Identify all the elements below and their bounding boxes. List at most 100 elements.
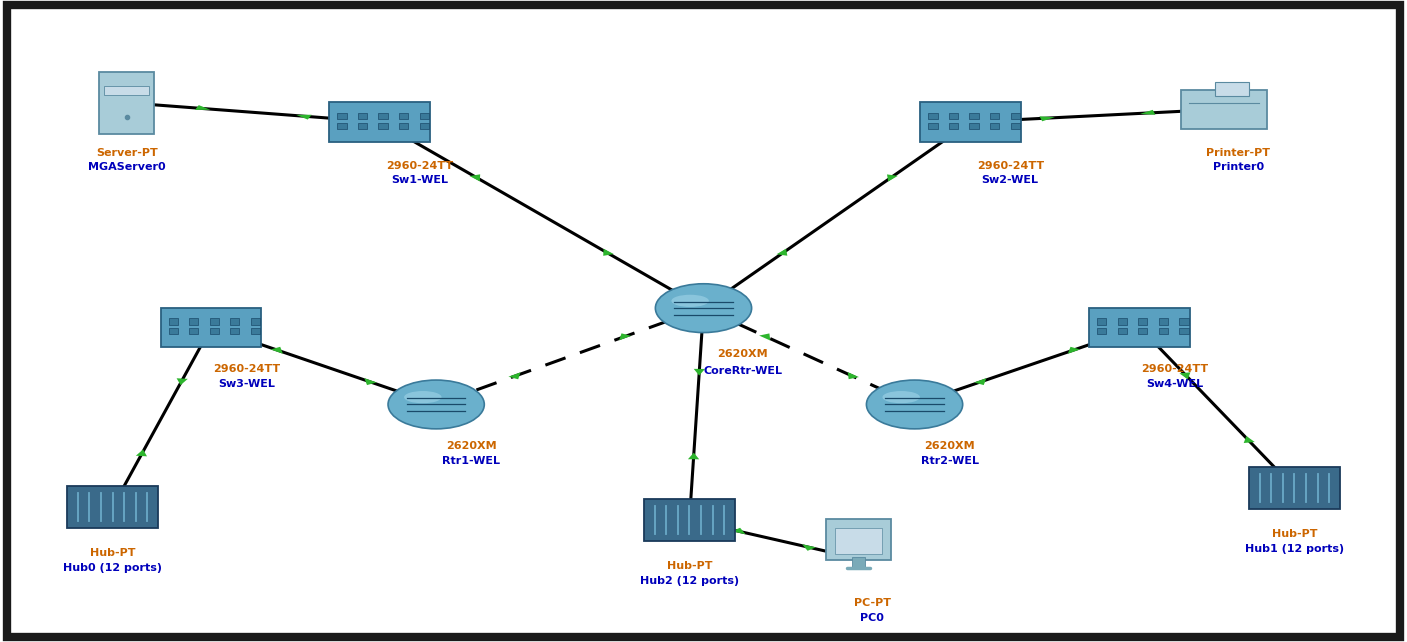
FancyBboxPatch shape [991, 113, 999, 119]
FancyBboxPatch shape [400, 123, 408, 129]
FancyBboxPatch shape [1010, 123, 1020, 129]
Text: Server-PT: Server-PT [96, 148, 158, 158]
Ellipse shape [882, 391, 920, 403]
Ellipse shape [671, 295, 709, 307]
FancyBboxPatch shape [991, 123, 999, 129]
Polygon shape [136, 449, 146, 456]
FancyBboxPatch shape [948, 123, 958, 129]
FancyBboxPatch shape [851, 557, 865, 569]
Text: CoreRtr-WEL: CoreRtr-WEL [704, 366, 782, 376]
FancyBboxPatch shape [338, 123, 346, 129]
FancyBboxPatch shape [834, 528, 882, 554]
Text: 2960-24TT: 2960-24TT [386, 160, 453, 171]
FancyBboxPatch shape [100, 72, 153, 134]
FancyBboxPatch shape [1179, 318, 1189, 325]
Text: 2960-24TT: 2960-24TT [212, 364, 280, 374]
Polygon shape [604, 248, 613, 256]
Polygon shape [1068, 347, 1081, 354]
Text: 2620XM: 2620XM [446, 441, 497, 451]
Text: Printer0: Printer0 [1213, 162, 1263, 172]
FancyBboxPatch shape [250, 318, 260, 325]
FancyBboxPatch shape [1182, 89, 1266, 128]
Text: 2960-24TT: 2960-24TT [1141, 364, 1209, 374]
Polygon shape [295, 115, 311, 119]
Text: Printer-PT: Printer-PT [1206, 148, 1271, 158]
Polygon shape [1179, 372, 1190, 379]
Polygon shape [974, 378, 986, 385]
FancyBboxPatch shape [1138, 318, 1148, 325]
FancyBboxPatch shape [189, 328, 198, 334]
FancyBboxPatch shape [1179, 328, 1189, 334]
Ellipse shape [388, 380, 484, 429]
Ellipse shape [404, 391, 442, 403]
FancyBboxPatch shape [826, 519, 891, 560]
Text: Sw2-WEL: Sw2-WEL [982, 175, 1038, 185]
FancyBboxPatch shape [1249, 467, 1339, 509]
FancyBboxPatch shape [1216, 82, 1248, 96]
Text: Hub1 (12 ports): Hub1 (12 ports) [1245, 544, 1344, 554]
Polygon shape [848, 372, 858, 379]
Text: Hub-PT: Hub-PT [667, 561, 712, 571]
FancyBboxPatch shape [929, 123, 937, 129]
FancyBboxPatch shape [169, 328, 177, 334]
Ellipse shape [867, 380, 962, 429]
Text: Sw4-WEL: Sw4-WEL [1147, 379, 1203, 389]
FancyBboxPatch shape [929, 113, 937, 119]
Polygon shape [802, 544, 816, 551]
FancyBboxPatch shape [948, 113, 958, 119]
FancyBboxPatch shape [920, 102, 1021, 141]
Polygon shape [619, 333, 632, 340]
Text: 2620XM: 2620XM [718, 349, 768, 360]
Polygon shape [508, 372, 521, 379]
Polygon shape [1244, 436, 1255, 443]
Polygon shape [270, 347, 283, 354]
FancyBboxPatch shape [969, 123, 979, 129]
Polygon shape [196, 105, 211, 110]
Text: Hub-PT: Hub-PT [1272, 529, 1317, 539]
FancyBboxPatch shape [1089, 308, 1190, 347]
Polygon shape [364, 378, 377, 385]
Text: Hub0 (12 ports): Hub0 (12 ports) [63, 563, 162, 573]
FancyBboxPatch shape [419, 123, 429, 129]
FancyBboxPatch shape [210, 318, 219, 325]
FancyBboxPatch shape [969, 113, 979, 119]
FancyBboxPatch shape [378, 123, 388, 129]
Text: Rtr2-WEL: Rtr2-WEL [920, 456, 979, 466]
FancyBboxPatch shape [68, 486, 158, 528]
FancyBboxPatch shape [419, 113, 429, 119]
Polygon shape [1140, 110, 1155, 115]
Text: Rtr1-WEL: Rtr1-WEL [442, 456, 501, 466]
FancyBboxPatch shape [329, 102, 431, 141]
Text: Hub2 (12 ports): Hub2 (12 ports) [640, 576, 739, 586]
Text: 2960-24TT: 2960-24TT [976, 160, 1044, 171]
FancyBboxPatch shape [160, 308, 262, 347]
FancyBboxPatch shape [1097, 328, 1106, 334]
Polygon shape [760, 333, 770, 340]
FancyBboxPatch shape [644, 499, 734, 541]
Text: 2620XM: 2620XM [924, 441, 975, 451]
Polygon shape [470, 175, 480, 182]
FancyBboxPatch shape [1117, 328, 1127, 334]
FancyBboxPatch shape [357, 113, 367, 119]
FancyBboxPatch shape [1138, 328, 1148, 334]
Polygon shape [777, 248, 788, 256]
FancyBboxPatch shape [189, 318, 198, 325]
FancyBboxPatch shape [378, 113, 388, 119]
FancyBboxPatch shape [231, 328, 239, 334]
FancyBboxPatch shape [250, 328, 260, 334]
FancyBboxPatch shape [1159, 318, 1168, 325]
Text: MGAServer0: MGAServer0 [87, 162, 166, 172]
FancyBboxPatch shape [231, 318, 239, 325]
FancyBboxPatch shape [338, 113, 346, 119]
Text: Sw1-WEL: Sw1-WEL [391, 175, 447, 185]
Polygon shape [694, 369, 705, 376]
Text: PC-PT: PC-PT [854, 598, 891, 609]
Text: Sw3-WEL: Sw3-WEL [218, 379, 274, 389]
Ellipse shape [656, 284, 751, 333]
FancyBboxPatch shape [210, 328, 219, 334]
Polygon shape [1040, 116, 1055, 121]
Polygon shape [177, 378, 187, 385]
FancyBboxPatch shape [1159, 328, 1168, 334]
FancyBboxPatch shape [357, 123, 367, 129]
FancyBboxPatch shape [169, 318, 177, 325]
